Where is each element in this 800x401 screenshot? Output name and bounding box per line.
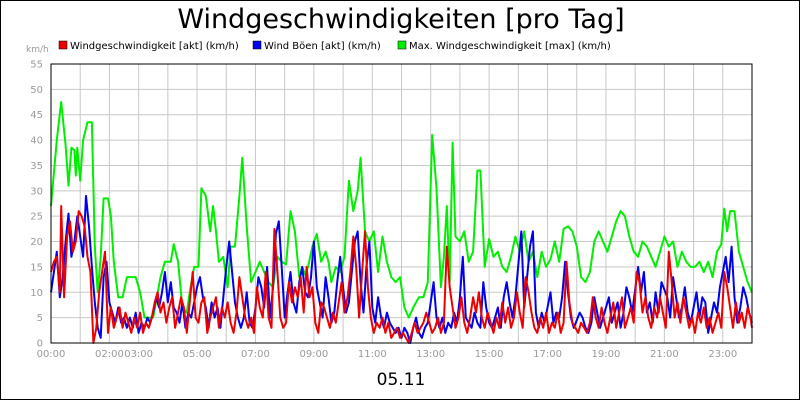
series-line-speed	[50, 205, 753, 344]
y-tick-label: 35	[30, 161, 43, 172]
series	[50, 101, 753, 344]
x-tick-label: 15:00	[475, 349, 504, 360]
x-axis-date-label: 05.11	[377, 370, 426, 390]
x-tick-label: 02:00	[95, 349, 124, 360]
y-tick-label: 55	[30, 60, 43, 71]
legend-swatch-gusts	[252, 40, 262, 50]
y-tick-label: 40	[30, 136, 43, 147]
legend-label-speed: Windgeschwindigkeit [akt] (km/h)	[70, 41, 239, 52]
x-tick-label: 03:00	[124, 349, 153, 360]
y-tick-label: 25	[30, 212, 43, 223]
x-tick-label: 19:00	[592, 349, 621, 360]
x-tick-label: 00:00	[37, 349, 66, 360]
legend-swatch-speed	[58, 40, 68, 50]
x-tick-label: 05:00	[183, 349, 212, 360]
chart-title: Windgeschwindigkeiten [pro Tag]	[177, 4, 624, 35]
x-tick-label: 21:00	[650, 349, 679, 360]
y-tick-label: 45	[30, 110, 43, 121]
x-tick-label: 07:00	[241, 349, 270, 360]
y-axis-ticks: 0 5 10 15 20 25 30 35 40 45 50 55	[30, 60, 43, 350]
legend: Windgeschwindigkeit [akt] (km/h) Wind Bö…	[58, 40, 611, 52]
series-line-gusts	[50, 194, 753, 344]
legend-label-gusts: Wind Böen [akt] (km/h)	[264, 41, 381, 52]
y-tick-label: 50	[30, 85, 43, 96]
x-tick-label: 13:00	[416, 349, 445, 360]
legend-label-max: Max. Windgeschwindigkeit [max] (km/h)	[409, 41, 611, 52]
plot-area-border	[50, 63, 753, 344]
legend-swatch-max	[397, 40, 407, 50]
y-tick-label: 20	[30, 237, 43, 248]
series-line-max	[50, 101, 753, 319]
y-axis-unit: km/h	[26, 45, 49, 55]
y-tick-label: 15	[30, 262, 43, 273]
y-tick-label: 0	[37, 339, 43, 350]
x-axis-ticks: 00:00 02:00 03:00 05:00 07:00 09:00 11:00 13:00…	[37, 349, 738, 360]
x-tick-label: 23:00	[708, 349, 737, 360]
x-tick-label: 09:00	[299, 349, 328, 360]
x-tick-label: 17:00	[533, 349, 562, 360]
y-tick-label: 5	[37, 313, 43, 324]
y-tick-label: 30	[30, 186, 43, 197]
y-tick-label: 10	[30, 288, 43, 299]
x-tick-label: 11:00	[358, 349, 387, 360]
